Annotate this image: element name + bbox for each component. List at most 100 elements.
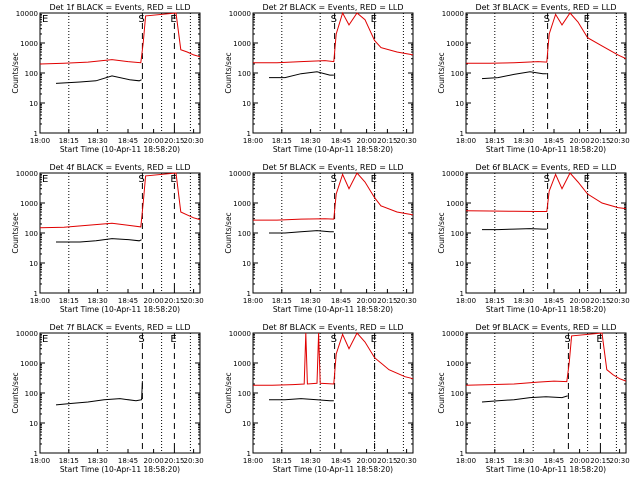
panel-title: Det 7f BLACK = Events, RED = LLD [49, 323, 190, 332]
marker-letter: E [170, 334, 176, 345]
x-axis-label: Start Time (10-Apr-11 18:58:20) [486, 465, 606, 474]
series-events [481, 71, 547, 80]
x-tick-label: 20:15 [377, 137, 397, 145]
y-tick-label: 10000 [442, 170, 464, 178]
y-tick-label: 100 [451, 230, 464, 238]
x-tick-label: 18:45 [118, 457, 138, 465]
y-tick-label: 10 [29, 100, 38, 108]
marker-letter: S [331, 334, 337, 345]
x-tick-label: 20:30 [184, 137, 204, 145]
series-lld [253, 172, 414, 221]
x-tick-label: 18:30 [88, 297, 108, 305]
x-axis-label: Start Time (10-Apr-11 18:58:20) [60, 305, 180, 314]
x-axis-label: Start Time (10-Apr-11 18:58:20) [273, 305, 393, 314]
plot-frame [39, 172, 201, 294]
y-tick-label: 10 [29, 420, 38, 428]
panel-title: Det 2f BLACK = Events, RED = LLD [262, 3, 403, 12]
x-tick-label: 18:00 [30, 457, 50, 465]
y-tick-label: 1000 [446, 360, 464, 368]
series-lld [466, 12, 627, 64]
y-tick-label: 1000 [20, 40, 38, 48]
x-tick-label: 18:15 [272, 457, 292, 465]
series-events [269, 230, 334, 234]
y-axis-label: Counts/sec [437, 52, 446, 93]
y-axis-label: Counts/sec [11, 372, 20, 413]
y-tick-label: 100 [25, 230, 38, 238]
y-tick-label: 10 [242, 420, 251, 428]
y-axis-label: Counts/sec [224, 52, 233, 93]
x-tick-label: 18:30 [514, 297, 534, 305]
x-tick-label: 20:15 [590, 457, 610, 465]
marker-letter: S [331, 14, 337, 25]
y-tick-label: 1 [34, 450, 38, 458]
panel-det-7f: Det 7f BLACK = Events, RED = LLD 1 10 100 10… [11, 323, 204, 474]
marker-letter: S [564, 334, 570, 345]
x-tick-label: 18:15 [485, 137, 505, 145]
y-tick-label: 10 [242, 100, 251, 108]
marker-letter: E [42, 334, 48, 345]
marker-letter: E [584, 14, 590, 25]
marker-letter: E [371, 334, 377, 345]
x-tick-label: 18:00 [243, 297, 263, 305]
y-tick-label: 10000 [16, 330, 38, 338]
y-tick-label: 100 [25, 70, 38, 78]
x-tick-label: 18:15 [59, 457, 79, 465]
y-tick-label: 1000 [20, 360, 38, 368]
x-tick-label: 20:30 [184, 457, 204, 465]
marker-letter: E [584, 174, 590, 185]
panel-det-9f: Det 9f BLACK = Events, RED = LLD 1 10 100 10… [437, 323, 630, 474]
plot-frame [39, 12, 201, 134]
marker-letter: E [42, 174, 48, 185]
panel-title: Det 6f BLACK = Events, RED = LLD [475, 163, 616, 172]
plot-frame [465, 12, 627, 134]
y-axis-label: Counts/sec [11, 212, 20, 253]
series-lld [253, 332, 414, 386]
y-tick-label: 1 [460, 130, 464, 138]
series-events [269, 71, 334, 79]
series-events [56, 238, 142, 243]
panel-det-5f: Det 5f BLACK = Events, RED = LLD 1 10 100 10… [224, 163, 417, 314]
y-axis-label: Counts/sec [437, 212, 446, 253]
series-lld [465, 172, 627, 212]
marker-letter: S [138, 334, 144, 345]
y-tick-label: 1 [460, 290, 464, 298]
marker-letter: E [42, 14, 48, 25]
x-tick-label: 20:00 [570, 137, 590, 145]
marker-letter: S [544, 174, 550, 185]
x-tick-label: 18:00 [243, 457, 263, 465]
y-tick-label: 1 [247, 290, 251, 298]
x-tick-label: 18:15 [485, 457, 505, 465]
x-tick-label: 18:30 [514, 137, 534, 145]
y-tick-label: 1 [34, 130, 38, 138]
x-tick-label: 18:15 [272, 137, 292, 145]
marker-letter: S [138, 174, 144, 185]
x-tick-label: 18:45 [118, 137, 138, 145]
x-tick-label: 18:45 [118, 297, 138, 305]
panel-det-2f: Det 2f BLACK = Events, RED = LLD 1 10 100 10… [224, 3, 417, 154]
plot-frame [252, 12, 414, 134]
x-tick-label: 20:30 [397, 137, 417, 145]
panel-det-1f: Det 1f BLACK = Events, RED = LLD 1 10 100 10… [11, 3, 204, 154]
x-tick-label: 20:30 [397, 297, 417, 305]
y-tick-label: 1000 [233, 40, 251, 48]
series-events [481, 395, 568, 403]
panel-title: Det 3f BLACK = Events, RED = LLD [475, 3, 616, 12]
x-axis-label: Start Time (10-Apr-11 18:58:20) [273, 465, 393, 474]
x-tick-label: 18:45 [544, 457, 564, 465]
panel-title: Det 1f BLACK = Events, RED = LLD [49, 3, 190, 12]
plot-frame [465, 172, 627, 294]
y-tick-label: 10 [29, 260, 38, 268]
y-tick-label: 10000 [442, 10, 464, 18]
series-events [269, 398, 334, 402]
x-axis-label: Start Time (10-Apr-11 18:58:20) [486, 305, 606, 314]
y-tick-label: 100 [238, 70, 251, 78]
x-tick-label: 20:15 [377, 457, 397, 465]
y-tick-label: 10 [455, 420, 464, 428]
x-axis-label: Start Time (10-Apr-11 18:58:20) [273, 145, 393, 154]
y-tick-label: 10 [455, 260, 464, 268]
x-tick-label: 18:00 [30, 297, 50, 305]
series-lld [39, 172, 201, 229]
marker-letter: S [331, 174, 337, 185]
x-tick-label: 20:00 [357, 137, 377, 145]
x-tick-label: 18:30 [301, 457, 321, 465]
